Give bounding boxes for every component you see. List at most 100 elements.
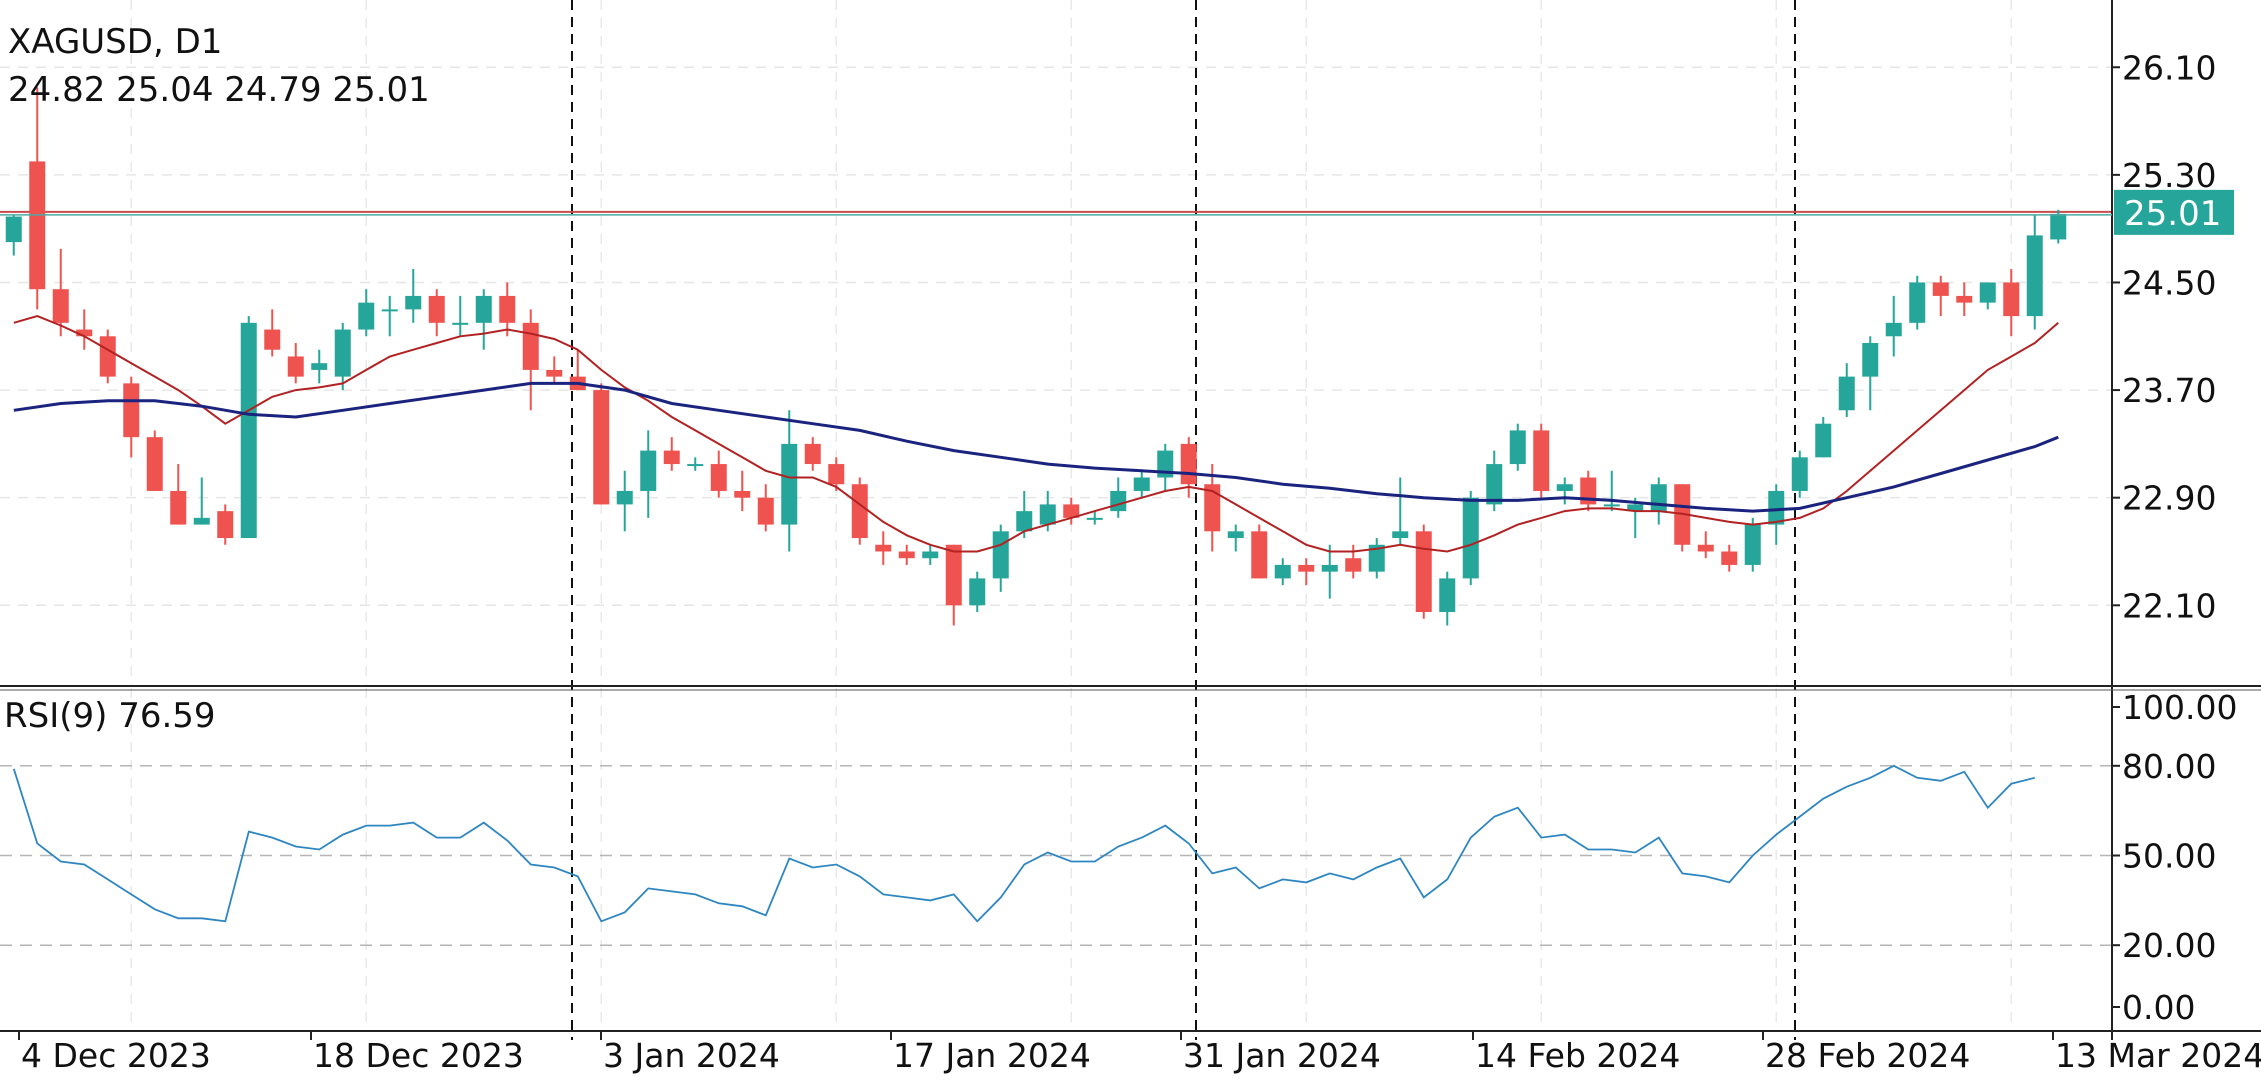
candle <box>1674 484 1691 552</box>
rsi-axis: 100.00 80.00 50.00 20.00 0.00 <box>2112 688 2237 1027</box>
candle <box>287 343 304 384</box>
time-tick-label: 13 Mar 2024 <box>2055 1036 2261 1075</box>
candle <box>1580 470 1597 512</box>
candle <box>1768 484 1785 545</box>
candle <box>1086 511 1103 525</box>
candle-body <box>217 511 234 539</box>
candle-body <box>1204 484 1221 532</box>
candle <box>240 316 257 539</box>
candle-body <box>1063 504 1080 518</box>
candle <box>640 430 657 518</box>
candle-body <box>1815 423 1832 458</box>
rsi-tick-label: 0.00 <box>2122 988 2195 1027</box>
candle-body <box>264 329 281 350</box>
rsi-tick-label: 20.00 <box>2122 926 2216 965</box>
symbol-label: XAGUSD, D1 <box>8 22 222 62</box>
candle <box>1345 544 1362 579</box>
candle <box>1486 450 1503 512</box>
candle <box>170 464 187 525</box>
candle <box>781 410 798 552</box>
candle-body <box>76 329 93 337</box>
candle <box>2003 269 2020 337</box>
candle-body <box>405 295 422 310</box>
candle-body <box>1110 490 1127 512</box>
candle-body <box>1039 504 1056 525</box>
candle <box>1274 558 1291 586</box>
candle <box>922 544 939 565</box>
session-separators <box>571 0 1796 1040</box>
candle <box>99 329 116 384</box>
candle <box>1321 544 1338 599</box>
candle <box>593 383 610 505</box>
candle <box>757 484 774 532</box>
candle <box>1439 571 1456 626</box>
candle <box>405 269 422 323</box>
candle <box>945 544 962 626</box>
candle <box>1603 470 1620 512</box>
candle-body <box>546 369 563 377</box>
moving-average-slow <box>13 381 2059 513</box>
candle <box>1509 423 1526 471</box>
candle <box>616 470 633 532</box>
candle-body <box>1885 322 1902 337</box>
candle <box>1133 470 1150 498</box>
candle-body <box>616 490 633 505</box>
candle <box>1204 464 1221 552</box>
rsi-tick-label: 50.00 <box>2122 837 2216 876</box>
candle <box>1462 490 1479 586</box>
candle-body <box>123 383 140 438</box>
candle <box>123 376 140 458</box>
candle-body <box>734 490 751 498</box>
candle <box>193 477 210 525</box>
candle <box>1721 544 1738 572</box>
time-tick-label: 17 Jan 2024 <box>893 1036 1091 1075</box>
candle <box>1556 477 1573 505</box>
candle <box>710 450 727 498</box>
current-price-label: 25.01 <box>2124 194 2221 234</box>
candle-body <box>1556 484 1573 491</box>
candle-body <box>1838 376 1855 411</box>
price-tick-label: 23.70 <box>2122 371 2216 410</box>
candle-body <box>898 551 915 559</box>
candle-body <box>1321 564 1338 572</box>
candle-body <box>1909 282 1926 323</box>
candle-body <box>1721 551 1738 565</box>
chart-frame <box>0 0 2261 1040</box>
candle-body <box>522 322 539 370</box>
candle-body <box>851 484 868 539</box>
candle-body <box>1862 343 1879 377</box>
candle <box>1157 443 1174 491</box>
candle-body <box>1016 511 1033 532</box>
candle <box>898 544 915 565</box>
candle-body <box>381 309 398 312</box>
candle-body <box>1439 578 1456 613</box>
rsi-label: RSI(9) 76.59 <box>4 696 216 736</box>
candle <box>1909 275 1926 330</box>
rsi-tick-label: 100.00 <box>2122 688 2237 727</box>
candle-body <box>1627 504 1644 512</box>
candle <box>264 309 281 357</box>
candle-body <box>922 551 939 559</box>
candle <box>828 457 845 491</box>
candle-body <box>2026 235 2043 317</box>
candle-body <box>1274 564 1291 579</box>
candle-body <box>2003 282 2020 317</box>
candle <box>428 289 445 337</box>
candle-body <box>1415 531 1432 613</box>
candle <box>499 282 516 337</box>
candle-body <box>193 517 210 525</box>
time-axis: 4 Dec 2023 18 Dec 2023 3 Jan 2024 17 Jan 20… <box>18 1031 2261 1075</box>
candle-body <box>1744 524 1761 565</box>
candle-body <box>663 450 680 465</box>
ohlc-values: 24.82 25.04 24.79 25.01 <box>8 70 430 110</box>
candle <box>1627 497 1644 539</box>
candle <box>804 437 821 471</box>
candle <box>1650 477 1667 525</box>
candle <box>1956 282 1973 317</box>
candle <box>687 457 704 471</box>
candle <box>1744 517 1761 572</box>
candle <box>992 524 1009 592</box>
price-tick-label: 25.30 <box>2122 156 2216 195</box>
candle <box>52 248 69 337</box>
